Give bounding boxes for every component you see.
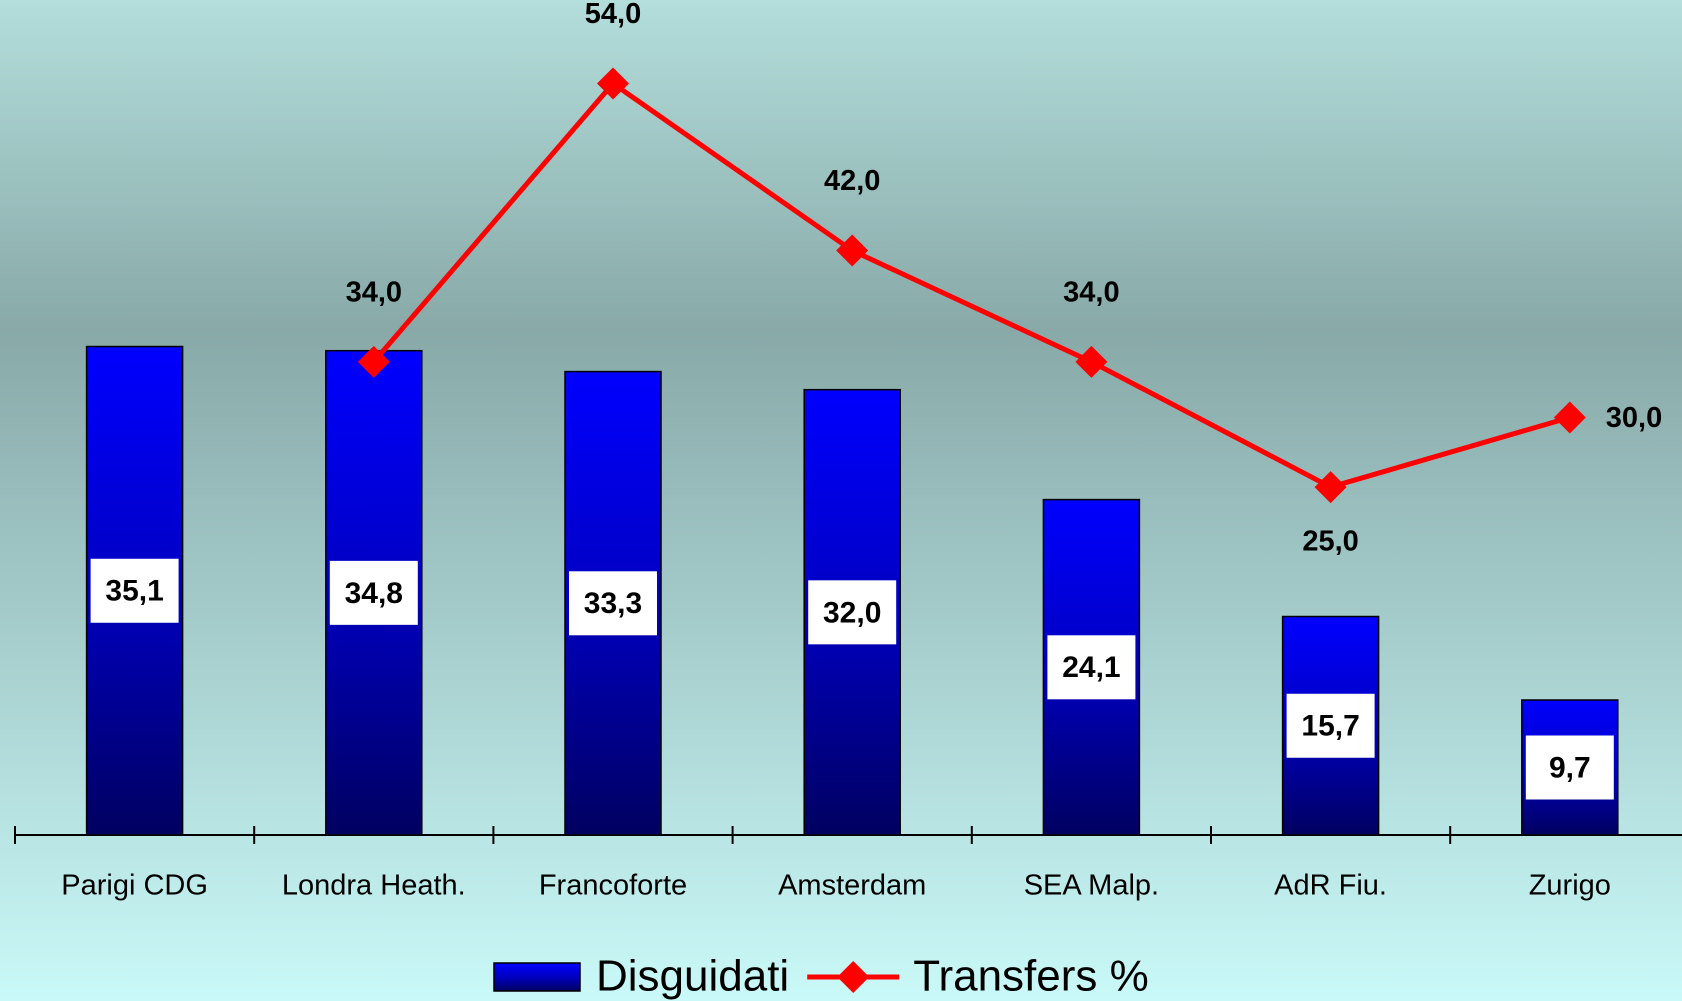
- legend: Disguidati Transfers %: [493, 952, 1149, 1001]
- data-label: 15,7: [1301, 710, 1359, 743]
- data-label-box: [329, 560, 418, 625]
- x-tick-label: Parigi CDG: [61, 870, 208, 902]
- data-label-box: [90, 558, 179, 623]
- legend-marker: [837, 961, 870, 993]
- legend-label: Transfers %: [913, 952, 1149, 1001]
- line-marker: [1075, 345, 1108, 378]
- line-data-label: 30,0: [1606, 402, 1662, 434]
- data-label: 34,8: [345, 577, 403, 610]
- x-tick-label: Zurigo: [1529, 870, 1611, 902]
- x-tick-label: AdR Fiu.: [1274, 870, 1387, 902]
- line-data-label: 34,0: [346, 276, 402, 308]
- x-tick-label: SEA Malp.: [1024, 870, 1159, 902]
- line-marker: [836, 234, 869, 267]
- data-label-box: [569, 571, 657, 636]
- data-label: 9,7: [1549, 751, 1591, 784]
- line-marker: [1553, 401, 1586, 434]
- data-label: 24,1: [1062, 651, 1120, 684]
- line-marker: [357, 345, 390, 378]
- line-data-label: 54,0: [585, 0, 641, 30]
- line-data-label: 34,0: [1063, 276, 1119, 308]
- x-tick-label: Londra Heath.: [282, 870, 466, 902]
- x-tick-label: Francoforte: [539, 870, 687, 902]
- legend-label: Disguidati: [596, 952, 789, 1001]
- data-label: 32,0: [823, 596, 881, 629]
- data-label-box: [1525, 735, 1614, 800]
- line: [371, 80, 1571, 490]
- legend-swatch: [493, 962, 581, 992]
- line-marker: [597, 67, 629, 100]
- data-label: 35,1: [105, 575, 163, 608]
- x-tick-label: Amsterdam: [778, 870, 926, 902]
- data-label: 33,3: [584, 587, 642, 620]
- data-label-box: [808, 580, 897, 645]
- line-marker: [1314, 471, 1347, 504]
- line-data-label: 42,0: [824, 165, 880, 197]
- data-label-box: [1047, 635, 1136, 700]
- data-label-box: [1286, 693, 1375, 758]
- line-data-label: 25,0: [1302, 526, 1358, 558]
